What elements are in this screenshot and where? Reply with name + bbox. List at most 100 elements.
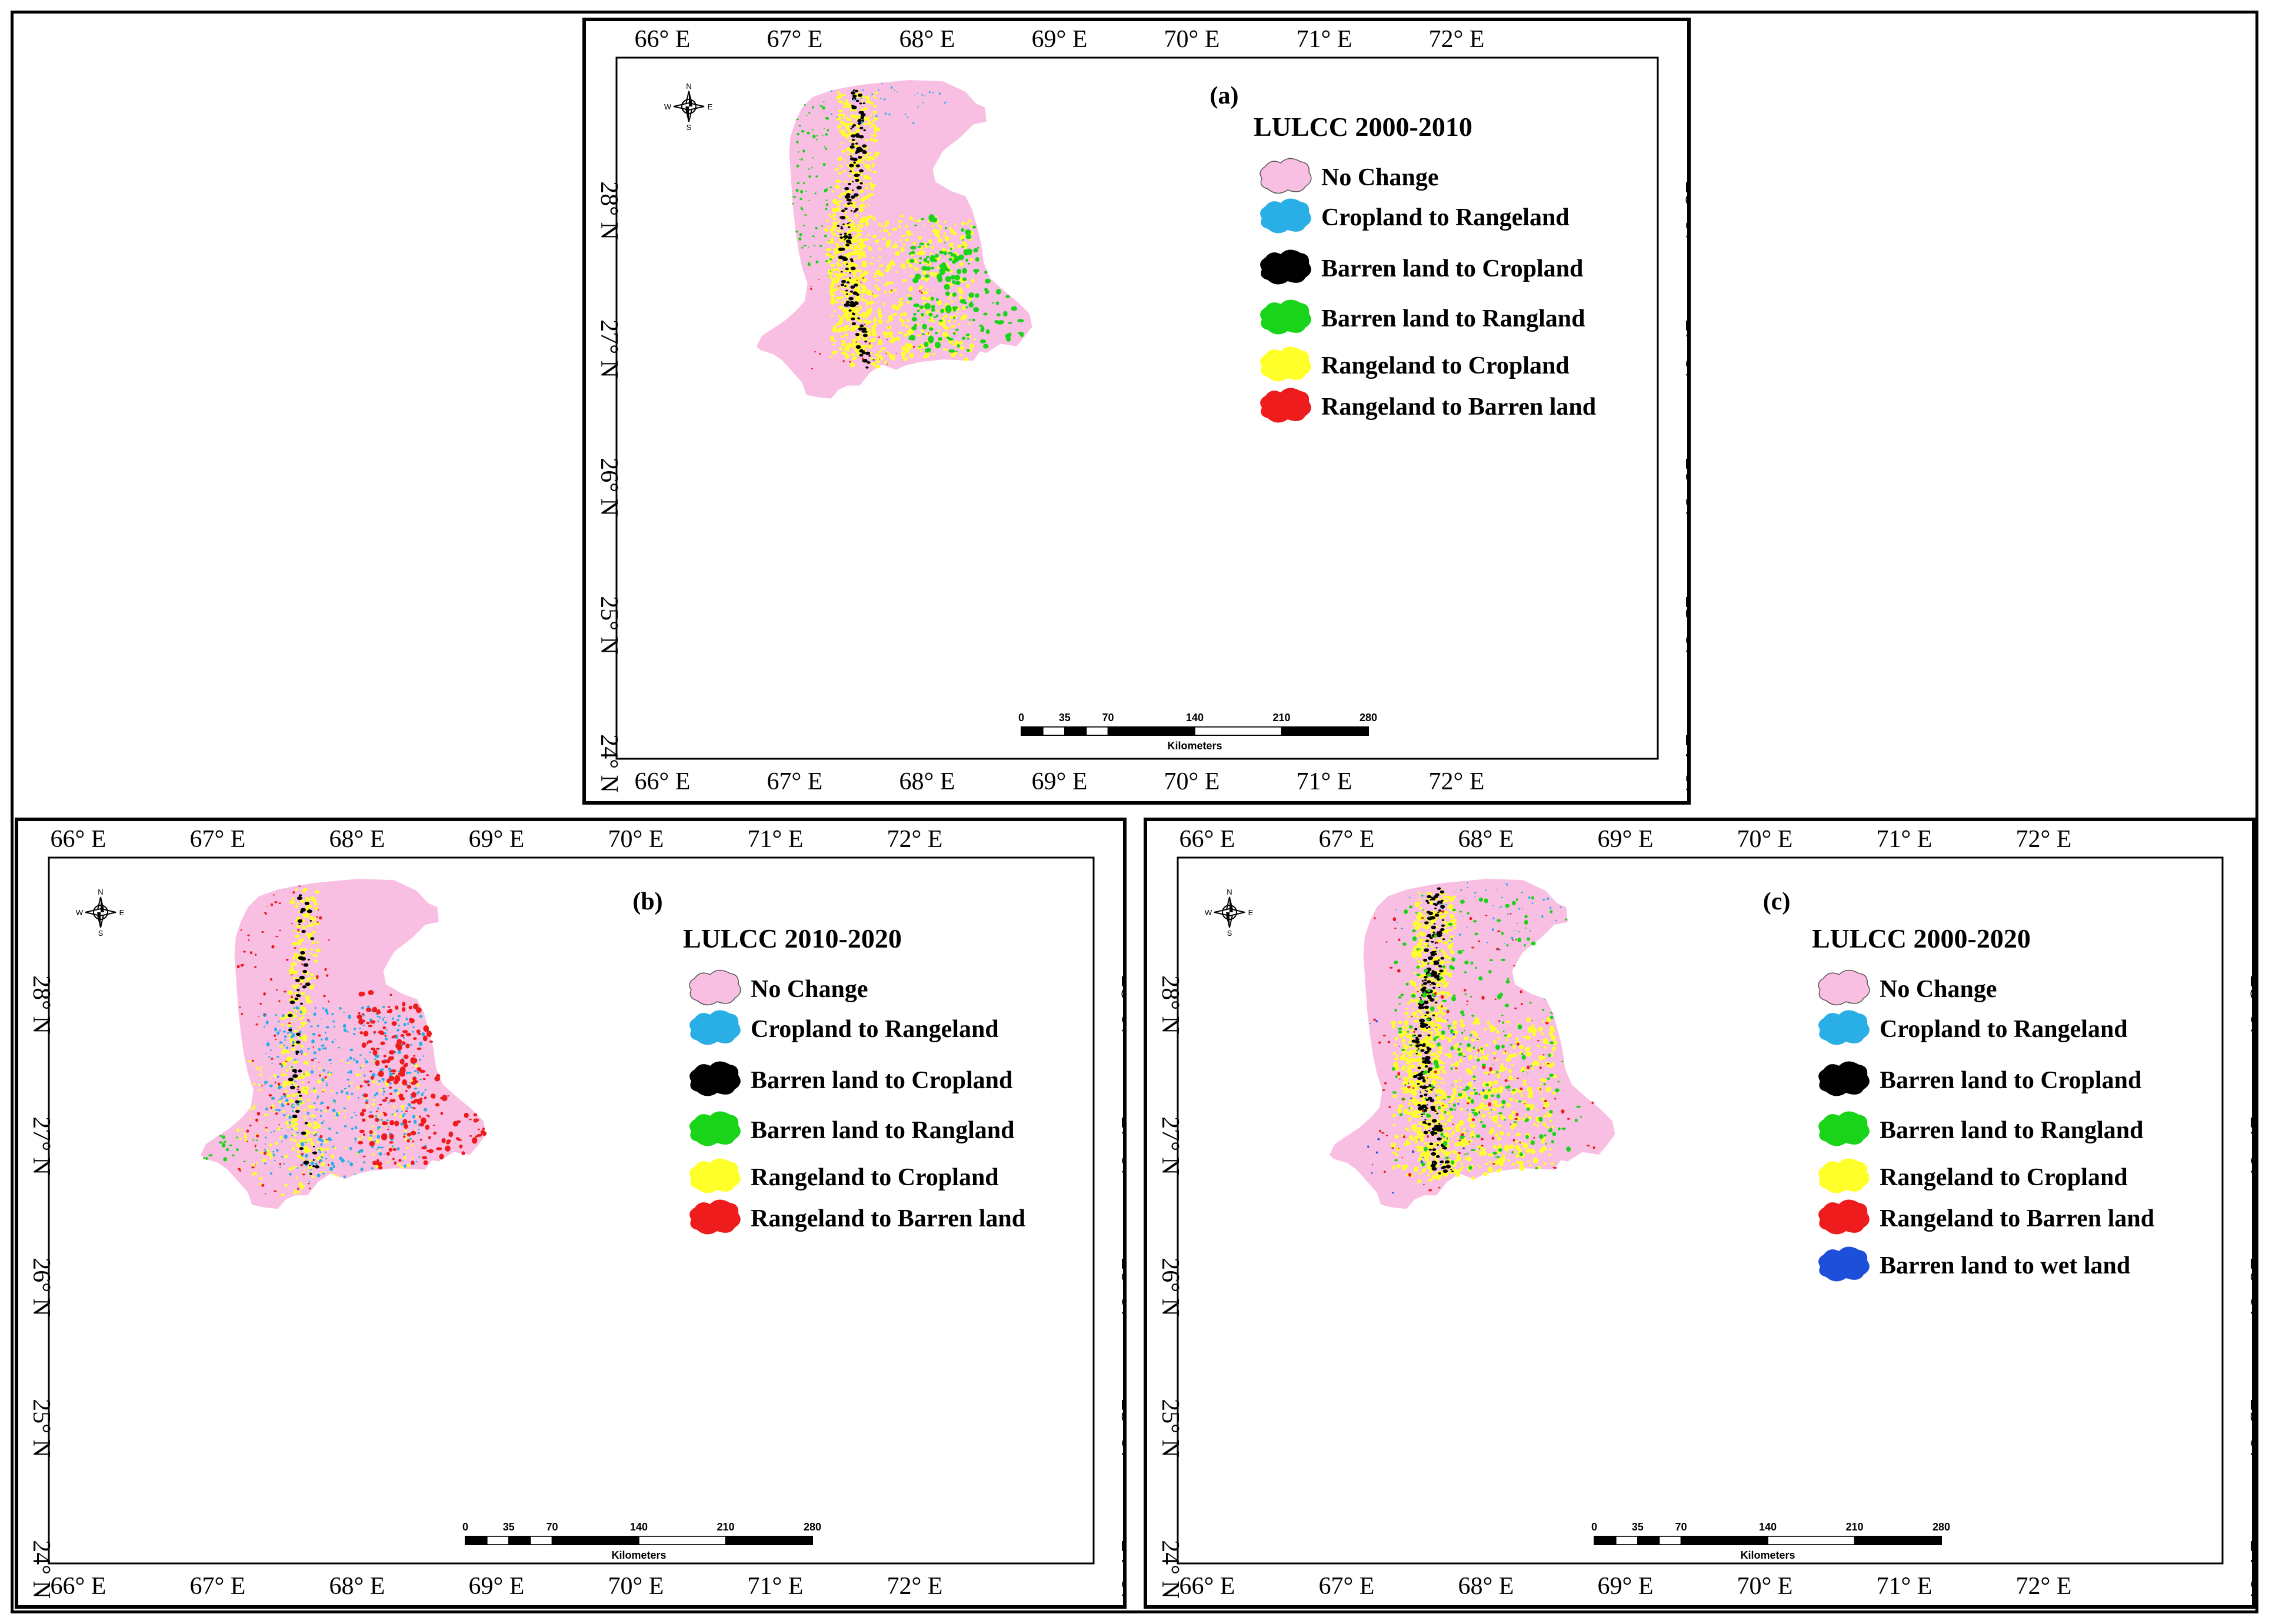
rangeland-to-cropland-patch [1436,1048,1438,1051]
rangeland-to-cropland-patch [1418,1172,1422,1175]
rangeland-to-barren-patch [887,364,888,365]
rangeland-to-cropland-patch [841,142,843,144]
rangeland-to-cropland-patch [1445,991,1450,995]
cropland-to-rangeland-patch [421,1032,425,1036]
rangeland-to-cropland-patch [853,140,857,143]
rangeland-to-cropland-patch [1421,1101,1427,1106]
barren-to-rangeland-patch [1448,922,1453,926]
rangeland-to-cropland-patch [411,1144,414,1147]
barren-to-rangeland-patch [812,106,814,109]
rangeland-to-barren-patch [368,1114,374,1119]
rangeland-to-cropland-patch [862,244,868,247]
rangeland-to-cropland-patch [1489,1116,1492,1118]
rangeland-to-barren-patch [461,1151,465,1155]
barren-to-rangeland-patch [938,319,943,322]
cropland-to-rangeland-patch [917,106,918,108]
barren-to-cropland-patch [843,256,846,259]
rangeland-to-barren-patch [368,990,374,995]
barren-to-rangeland-patch [1395,1075,1398,1078]
cropland-to-rangeland-patch [284,1134,288,1139]
rangeland-to-cropland-patch [844,311,849,315]
barren-to-cropland-patch [1426,1046,1430,1049]
rangeland-to-barren-patch [1488,1073,1490,1075]
rangeland-to-cropland-patch [1442,932,1445,933]
rangeland-to-cropland-patch [865,345,868,348]
cropland-to-rangeland-patch [348,1015,352,1019]
barren-to-rangeland-patch [1481,1124,1487,1128]
barren-to-cropland-patch [1436,932,1441,935]
rangeland-to-cropland-patch [1413,1019,1417,1022]
rangeland-to-cropland-patch [1519,1045,1524,1049]
cropland-to-rangeland-patch [282,1031,286,1033]
rangeland-to-cropland-patch [1411,1114,1414,1118]
rangeland-to-barren-patch [1498,1020,1501,1022]
rangeland-to-cropland-patch [1426,892,1429,894]
rangeland-to-cropland-patch [1506,1102,1511,1108]
rangeland-to-barren-patch [411,1101,417,1104]
rangeland-to-cropland-patch [252,1063,255,1065]
barren-to-rangeland-patch [828,240,829,242]
rangeland-to-cropland-patch [863,271,867,274]
rangeland-to-cropland-patch [1442,895,1448,899]
legend-label: Barren land to Rangland [1321,305,1585,332]
barren-to-cropland-patch [295,1053,299,1055]
barren-to-rangeland-patch [909,259,915,263]
barren-to-rangeland-patch [812,134,816,139]
rangeland-to-barren-patch [1469,917,1472,921]
rangeland-to-barren-patch [1382,1089,1385,1091]
rangeland-to-cropland-patch [1415,986,1418,989]
barren-to-rangeland-patch [1433,1038,1437,1042]
rangeland-to-cropland-patch [289,1098,293,1101]
barren-to-rangeland-patch [962,268,967,274]
rangeland-to-cropland-patch [1519,1149,1522,1152]
barren-to-cropland-patch [292,1069,297,1073]
barren-to-rangeland-patch [1452,908,1456,912]
rangeland-to-cropland-patch [836,262,839,265]
cropland-to-rangeland-patch [274,1159,276,1162]
rangeland-to-barren-patch [385,1059,391,1063]
barren-to-cropland-patch [1437,912,1440,913]
rangeland-to-barren-patch [294,947,296,949]
rangeland-to-cropland-patch [858,247,864,252]
rangeland-to-barren-patch [279,929,281,932]
rangeland-to-cropland-patch [1515,1145,1520,1151]
barren-to-rangeland-patch [1428,916,1431,918]
rangeland-to-cropland-patch [948,226,952,230]
rangeland-to-cropland-patch [287,994,289,996]
rangeland-to-cropland-patch [401,1108,404,1111]
barren-to-rangeland-patch [939,251,944,254]
rangeland-to-cropland-patch [329,1171,332,1173]
rangeland-to-cropland-patch [1525,1051,1530,1056]
barren-to-cropland-patch [1431,1152,1437,1156]
scale-tick-label: 280 [804,1521,821,1533]
rangeland-to-cropland-patch [257,1083,261,1086]
rangeland-to-cropland-patch [939,226,942,229]
rangeland-to-cropland-patch [844,181,848,183]
rangeland-to-cropland-patch [1515,1037,1518,1041]
cropland-to-rangeland-patch [365,1099,369,1102]
rangeland-to-cropland-patch [1511,1111,1516,1115]
rangeland-to-cropland-patch [1407,1016,1410,1018]
rangeland-to-cropland-patch [1451,1141,1454,1143]
cropland-to-rangeland-patch [309,1025,313,1028]
rangeland-to-barren-patch [409,1018,415,1023]
rangeland-to-cropland-patch [356,1086,359,1089]
barren-to-rangeland-patch [944,227,947,229]
rangeland-to-barren-patch [441,1138,446,1143]
cropland-to-rangeland-patch [392,1145,394,1148]
rangeland-to-barren-patch [264,1151,266,1155]
rangeland-to-cropland-patch [891,245,895,249]
rangeland-to-barren-patches [809,277,929,370]
cropland-to-rangeland-patch [299,1011,302,1014]
rangeland-to-cropland-patch [944,314,948,318]
rangeland-to-barren-patch [398,1072,403,1076]
rangeland-to-cropland-patch [1452,1155,1455,1157]
rangeland-to-cropland-patch [861,238,865,242]
barren-to-rangeland-patch [1543,1082,1546,1086]
rangeland-to-cropland-patch [312,899,317,903]
barren-to-rangeland-patch [806,115,808,116]
rangeland-to-barren-patches [236,885,331,1195]
cropland-to-rangeland-patch [411,1031,415,1033]
barren-to-rangeland-patch [225,1148,229,1151]
